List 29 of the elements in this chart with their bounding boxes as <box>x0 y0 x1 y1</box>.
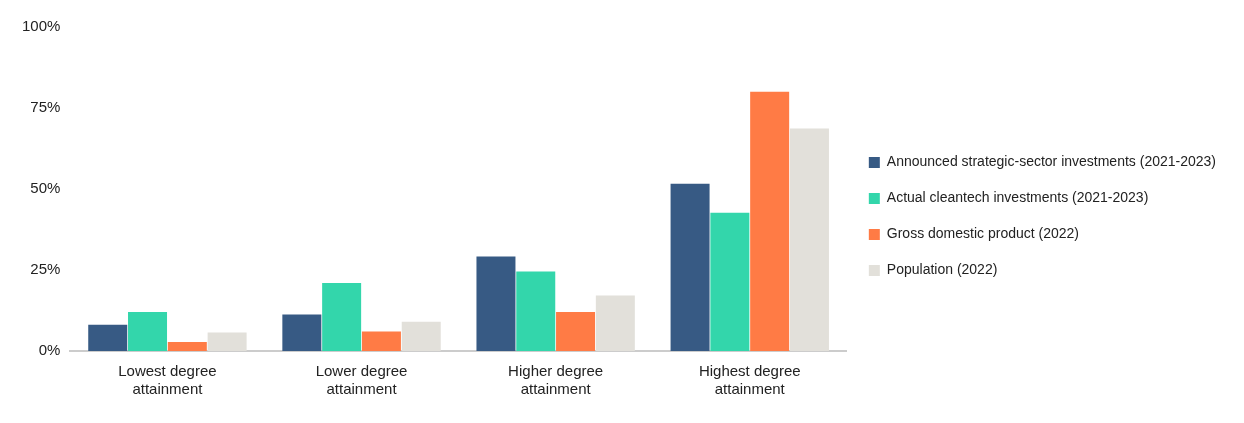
bar <box>167 341 207 351</box>
bar <box>670 183 710 351</box>
bar <box>282 314 322 351</box>
y-tick-label: 25% <box>30 260 61 278</box>
y-tick-label: 100% <box>21 17 61 35</box>
y-tick-label: 75% <box>30 98 61 116</box>
x-tick-label: Lowest degree attainment <box>118 362 217 398</box>
bar <box>476 256 516 351</box>
legend-label: Population (2022) <box>886 261 998 278</box>
bar <box>401 321 441 351</box>
bar <box>789 128 829 351</box>
bar <box>710 212 750 351</box>
y-tick-label: 0% <box>38 341 61 359</box>
bar <box>516 271 556 351</box>
x-tick-label: Highest degree attainment <box>698 362 801 398</box>
legend-label: Actual cleantech investments (2021-2023) <box>886 189 1149 206</box>
bar <box>556 312 596 351</box>
x-tick-label: Lower degree attainment <box>315 362 408 398</box>
bar <box>595 295 635 351</box>
y-tick-label: 50% <box>30 179 61 197</box>
x-tick-label: Higher degree attainment <box>508 362 604 398</box>
legend-label: Announced strategic-sector investments (2021-2023) <box>886 153 1217 170</box>
bar <box>322 282 362 351</box>
bar <box>750 91 790 351</box>
legend-label: Gross domestic product (2022) <box>886 225 1080 242</box>
bar <box>88 324 128 351</box>
bar <box>361 331 401 351</box>
bar <box>207 332 247 351</box>
bar <box>128 312 168 351</box>
